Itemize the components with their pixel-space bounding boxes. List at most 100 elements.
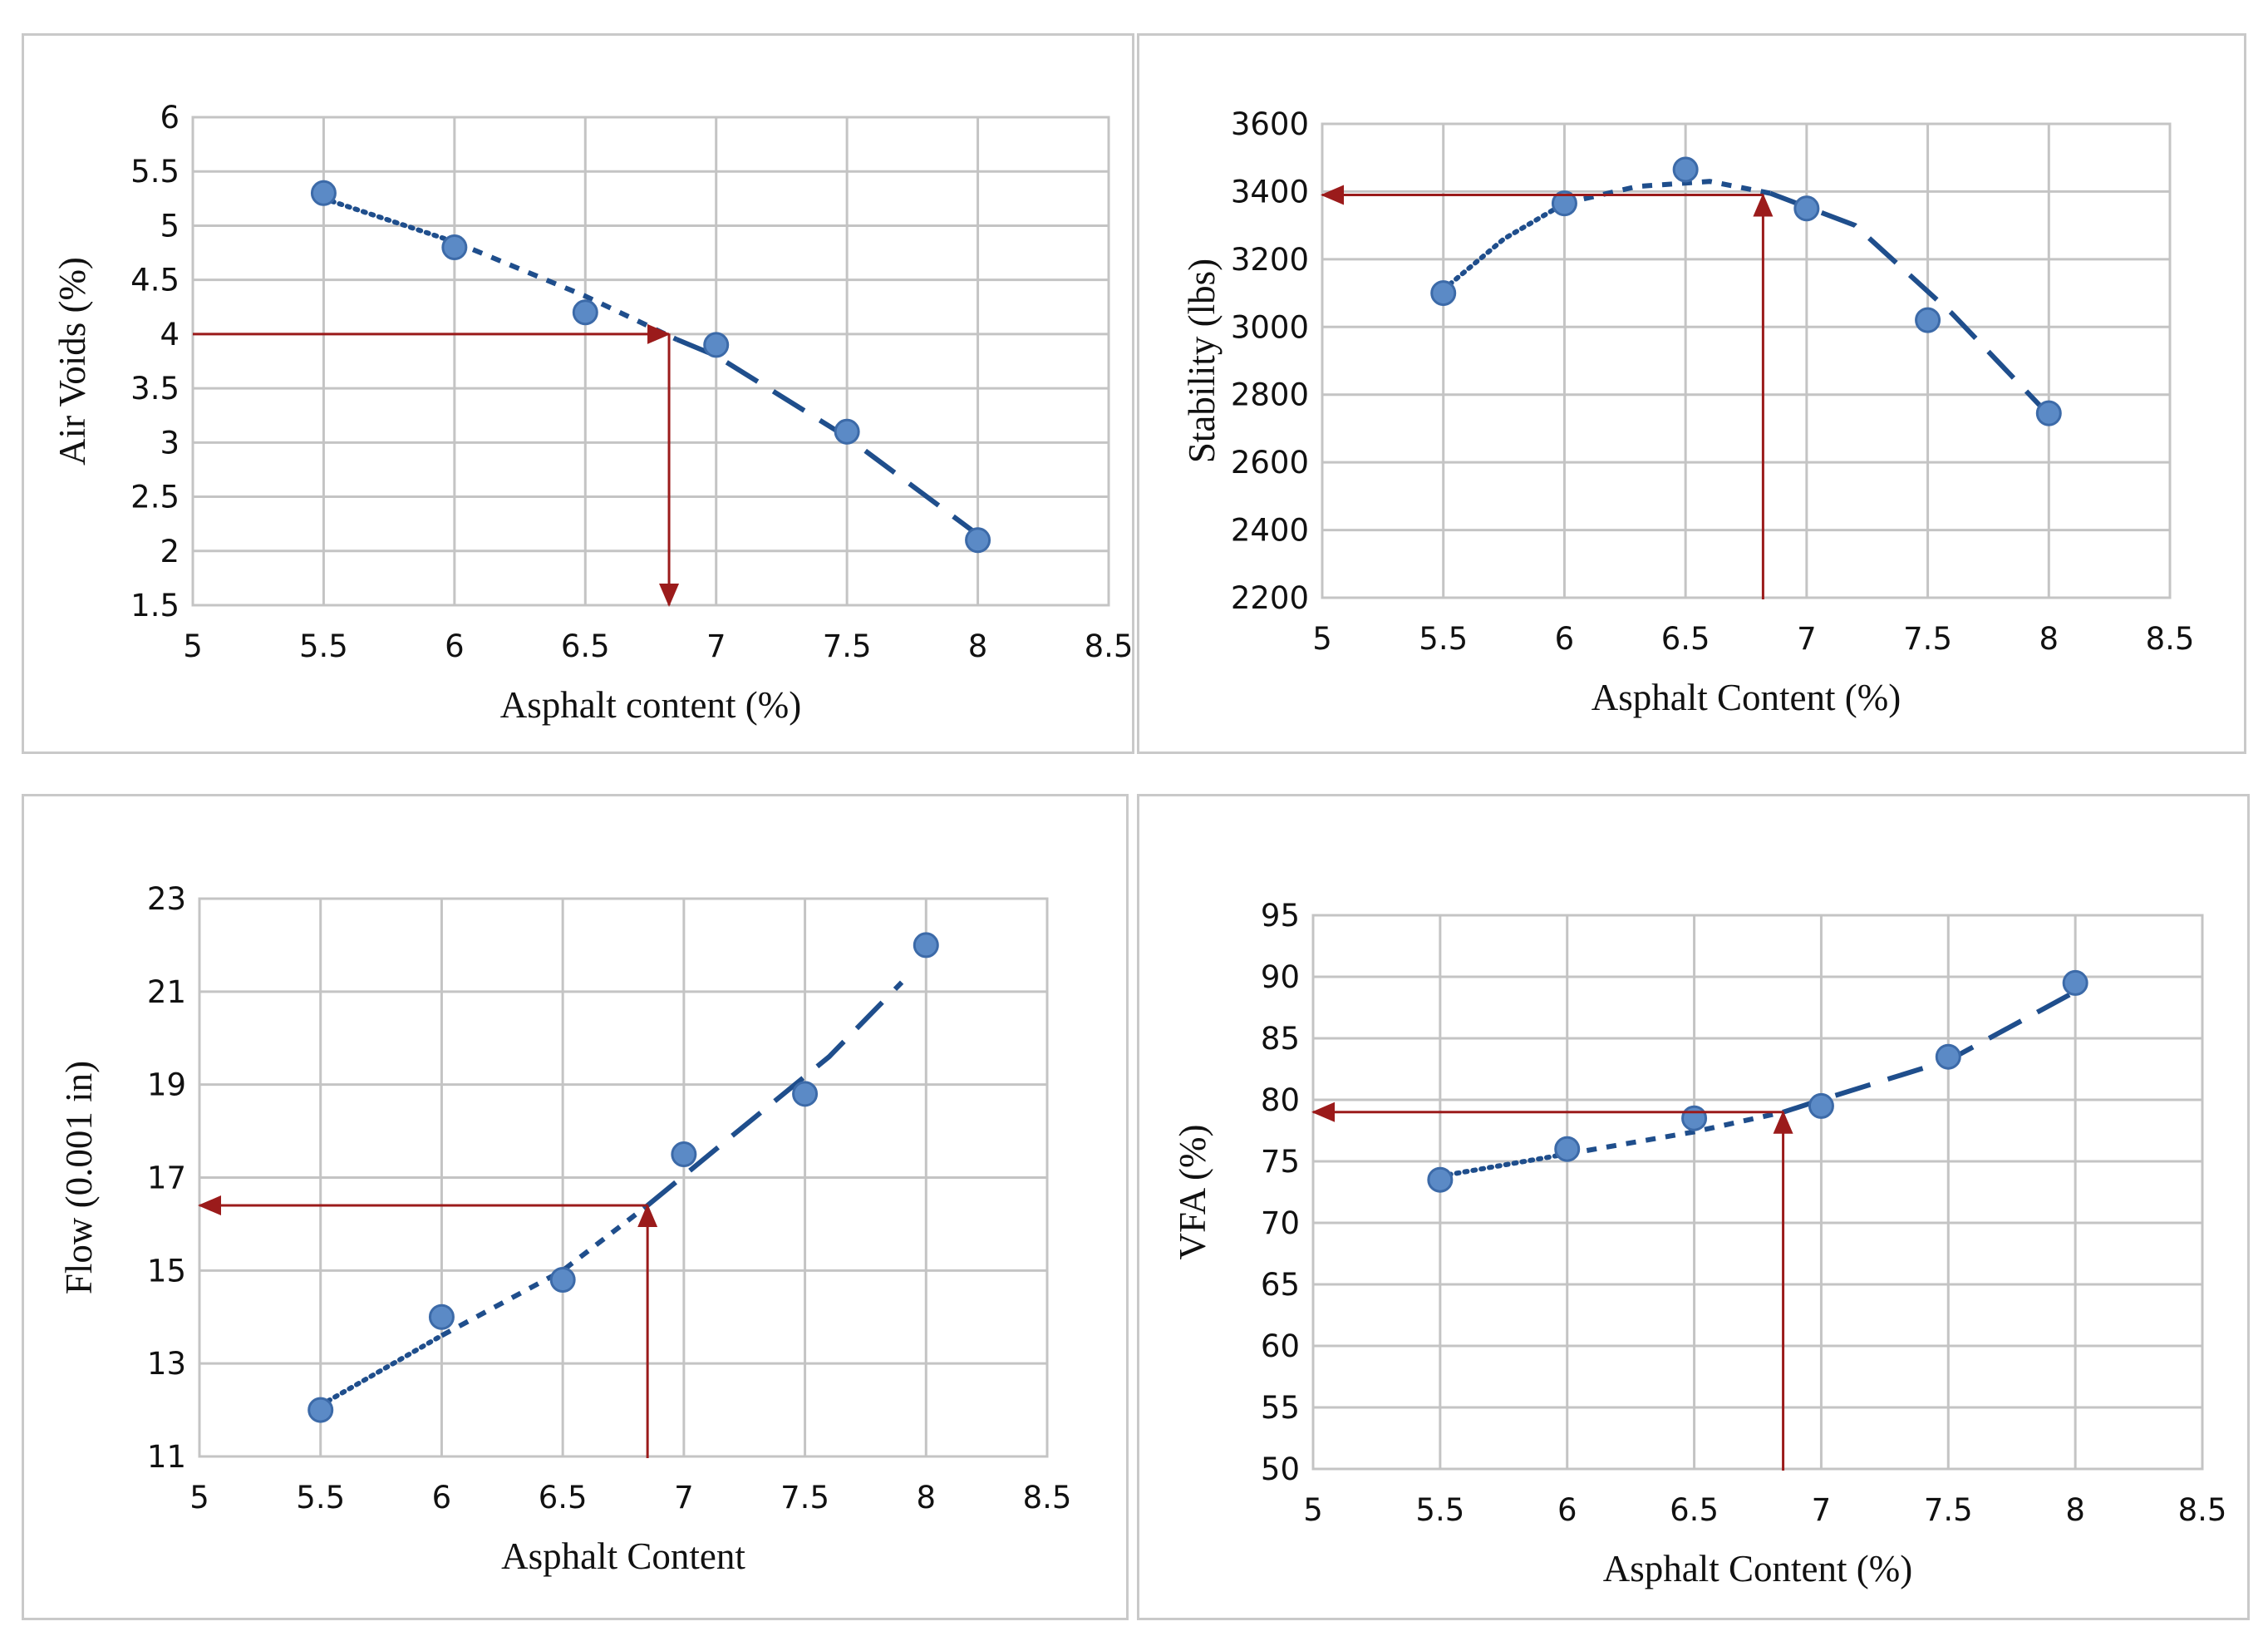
data-point <box>703 332 730 358</box>
y-tick-label: 80 <box>1261 1082 1300 1118</box>
air-voids-chart: 1.5 2 2.5 3 3.5 4 4.5 5 5.5 6 5 5.5 6 6.5 7 7.5 8 8.5 Asph… <box>52 100 1134 726</box>
data-point <box>1672 156 1699 183</box>
y-tick-label: 13 <box>147 1346 186 1382</box>
trendline-long-dash <box>1769 190 2051 417</box>
x-tick-label: 8.5 <box>2178 1492 2227 1528</box>
plot-frame <box>1321 122 2172 599</box>
y-tick-label: 95 <box>1261 898 1300 934</box>
y-tick-label: 50 <box>1261 1451 1300 1487</box>
stability-chart: 2200 2400 2600 2800 3000 3200 3400 3600 5 5.5 6 6.5… <box>1181 106 2195 718</box>
y-tick-label: 2.5 <box>130 480 180 515</box>
y-tick-label: 6 <box>160 100 180 136</box>
x-tick-label: 7.5 <box>1903 621 1952 657</box>
trendline-short-dash <box>1567 1109 1784 1157</box>
x-tick-label: 7 <box>1797 621 1817 657</box>
x-tick-label: 7.5 <box>780 1480 829 1515</box>
x-tick-label: 7 <box>674 1480 694 1515</box>
data-point <box>1808 1092 1834 1119</box>
x-tick-label: 5 <box>189 1480 209 1515</box>
vfa-chart: 50 55 60 65 70 75 80 85 90 95 5 5.5 6 6.5 7 7.5 8 8.5 Asph… <box>1172 898 2227 1589</box>
data-point <box>549 1267 576 1294</box>
y-tick-label: 4.5 <box>130 263 180 298</box>
y-tick-label: 3 <box>160 425 180 461</box>
trendline-long-dash <box>1782 989 2077 1115</box>
chart-panel-stability: 2200 2400 2600 2800 3000 3200 3400 3600 5 5.5 6 6.5… <box>1137 33 2246 754</box>
x-axis-label: Asphalt Content <box>501 1535 745 1577</box>
trendline-dotted <box>1440 200 1567 293</box>
data-point <box>441 234 468 261</box>
y-tick-label: 3200 <box>1231 242 1309 278</box>
y-tick-label: 3000 <box>1231 309 1309 345</box>
data-point <box>1427 1166 1454 1193</box>
y-tick-label: 4 <box>160 317 180 352</box>
x-tick-label: 8 <box>2039 621 2059 657</box>
y-axis-label: Stability (lbs) <box>1181 259 1223 463</box>
y-tick-label: 15 <box>147 1253 186 1289</box>
x-tick-label: 7.5 <box>823 628 872 664</box>
data-point <box>1915 307 1941 333</box>
x-tick-label: 8 <box>917 1480 937 1515</box>
y-tick-label: 90 <box>1261 959 1300 995</box>
y-tick-label: 60 <box>1261 1328 1300 1364</box>
y-tick-label: 2800 <box>1231 377 1309 413</box>
data-point <box>1430 280 1457 307</box>
x-tick-label: 5 <box>1303 1492 1323 1528</box>
y-tick-label: 1.5 <box>130 588 180 623</box>
trendline-long-dash <box>646 980 904 1208</box>
y-tick-label: 65 <box>1261 1267 1300 1303</box>
y-tick-label: 2 <box>160 534 180 569</box>
plot-frame <box>191 116 1110 607</box>
data-point <box>1793 195 1820 222</box>
data-point <box>307 1397 334 1423</box>
x-axis-label: Asphalt content (%) <box>500 684 801 726</box>
y-tick-label: 23 <box>147 881 186 917</box>
y-tick-label: 17 <box>147 1161 186 1196</box>
x-tick-label: 6.5 <box>539 1480 588 1515</box>
y-tick-label: 21 <box>147 974 186 1010</box>
x-tick-label: 8 <box>2065 1492 2085 1528</box>
y-tick-label: 2400 <box>1231 513 1309 549</box>
plot-frame <box>1311 914 2204 1471</box>
trendline-dotted <box>1437 1151 1570 1179</box>
data-point <box>965 527 991 554</box>
x-tick-label: 6 <box>1555 621 1575 657</box>
data-point <box>428 1303 455 1330</box>
y-tick-label: 75 <box>1261 1144 1300 1180</box>
y-tick-label: 19 <box>147 1067 186 1103</box>
x-tick-label: 6.5 <box>1661 621 1710 657</box>
y-tick-label: 3600 <box>1231 106 1309 142</box>
data-point <box>2035 400 2062 426</box>
data-point <box>792 1081 819 1107</box>
x-tick-label: 6 <box>1557 1492 1577 1528</box>
y-tick-label: 70 <box>1261 1205 1300 1241</box>
x-tick-label: 6 <box>445 628 465 664</box>
x-tick-label: 6 <box>432 1480 452 1515</box>
trendline-dotted <box>317 1333 445 1408</box>
chart-panel-air-voids: 1.5 2 2.5 3 3.5 4 4.5 5 5.5 6 5 5.5 6 6.5 7 7.5 8 8.5 Asph… <box>22 33 1134 754</box>
trendline-short-dash <box>440 1203 649 1338</box>
plot-frame <box>198 897 1049 1458</box>
data-point <box>2062 969 2088 996</box>
x-tick-label: 8.5 <box>2146 621 2195 657</box>
x-tick-label: 5.5 <box>296 1480 345 1515</box>
data-point <box>1935 1043 1961 1070</box>
x-tick-label: 6.5 <box>561 628 610 664</box>
y-tick-label: 11 <box>147 1439 186 1475</box>
trendline-dotted <box>321 195 457 244</box>
y-tick-label: 2600 <box>1231 445 1309 480</box>
x-tick-label: 5.5 <box>1419 621 1468 657</box>
x-tick-label: 8 <box>968 628 988 664</box>
data-point <box>1554 1136 1581 1162</box>
x-tick-label: 8.5 <box>1085 628 1134 664</box>
data-point <box>310 180 337 206</box>
x-tick-label: 7 <box>1812 1492 1832 1528</box>
y-axis-label: Flow (0.001 in) <box>58 1061 100 1294</box>
y-tick-label: 5 <box>160 208 180 244</box>
x-tick-label: 5.5 <box>1415 1492 1464 1528</box>
data-point <box>1551 190 1577 217</box>
data-point <box>913 932 939 959</box>
x-tick-label: 5 <box>1312 621 1332 657</box>
data-point <box>572 299 598 326</box>
chart-panel-flow: 11 13 15 17 19 21 23 5 5.5 6 6.5 7 7.5 8 8.5 Asphalt Co… <box>22 794 1129 1620</box>
x-tick-label: 5.5 <box>299 628 348 664</box>
